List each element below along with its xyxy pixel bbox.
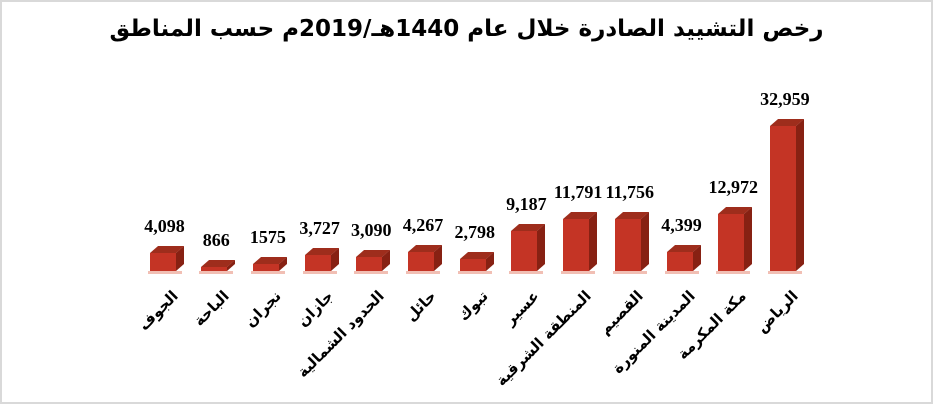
bar-base-strip	[147, 271, 182, 274]
bar-front-face	[718, 213, 745, 271]
bar-front-face	[614, 219, 641, 271]
bar-base-strip	[199, 271, 234, 274]
bar-base-strip	[767, 271, 802, 274]
value-label: 12,972	[708, 176, 758, 197]
value-label: 4,399	[661, 214, 702, 235]
bar-front-face	[511, 230, 538, 271]
bar-base-strip	[509, 271, 544, 274]
value-label: 11,756	[605, 182, 655, 203]
bar-front-face	[459, 258, 486, 271]
value-label: 4,098	[144, 215, 185, 236]
bar-front-face	[563, 219, 590, 271]
bar-front-face	[252, 264, 279, 271]
value-label: 32,959	[760, 89, 810, 109]
bar-base-strip	[457, 271, 492, 274]
bar-base-strip	[561, 271, 596, 274]
bar-side-face	[795, 118, 804, 272]
value-label: 3,090	[351, 220, 392, 241]
bar-front-face	[769, 126, 796, 271]
bar-front-face	[666, 251, 693, 271]
value-label: 11,791	[553, 182, 603, 203]
bar-base-strip	[406, 271, 440, 274]
value-label: 1575	[249, 227, 286, 248]
bar-base-strip	[716, 271, 751, 274]
bar-base-strip	[302, 271, 337, 274]
value-label: 2,798	[454, 221, 495, 242]
bar-front-face	[201, 267, 228, 271]
bar-base-strip	[250, 271, 285, 274]
bar-front-face	[408, 252, 434, 271]
bar-side-face	[589, 212, 598, 271]
bar-base-strip	[664, 271, 699, 274]
bar-base-strip	[612, 271, 647, 274]
bar-base-strip	[354, 271, 389, 274]
bar-front-face	[304, 254, 331, 271]
value-label: 3,727	[299, 217, 340, 238]
value-label: 866	[202, 230, 230, 251]
bar-front-face	[356, 257, 383, 271]
bar-front-face	[149, 252, 176, 271]
value-label: 4,267	[402, 215, 444, 236]
value-label: 9,187	[506, 193, 547, 214]
chart-title: رخص التشييد الصادرة خلال عام 1440هـ/2019…	[109, 16, 824, 42]
bar-side-face	[744, 206, 753, 271]
bar-side-face	[537, 223, 546, 271]
category-label: الجوف	[134, 287, 182, 334]
